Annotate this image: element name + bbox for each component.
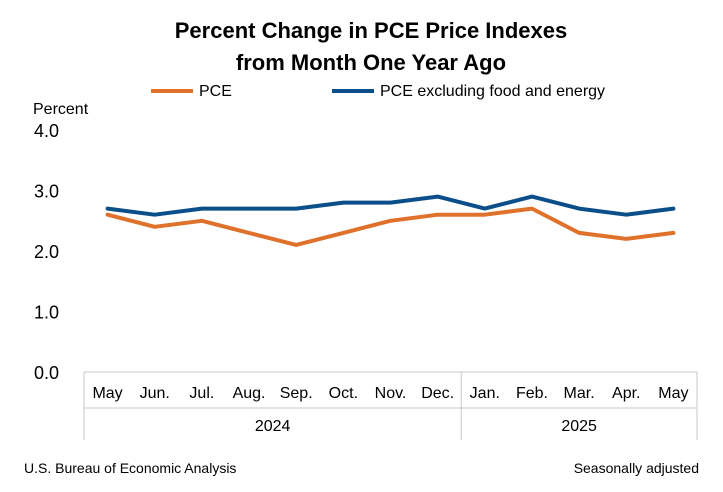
x-tick-label: Jan. [470, 385, 500, 402]
x-tick-label: Mar. [564, 385, 595, 402]
y-tick-label: 3.0 [34, 182, 59, 202]
legend-label-pce-core: PCE excluding food and energy [380, 83, 605, 100]
x-tick-label: Aug. [233, 385, 266, 402]
y-tick-label: 2.0 [34, 242, 59, 262]
chart-title-line-1: Percent Change in PCE Price Indexes [175, 18, 567, 43]
x-tick-label: Jun. [140, 385, 170, 402]
pce-chart: Percent Change in PCE Price Indexes from… [33, 18, 698, 440]
chart-title-line-2: from Month One Year Ago [236, 50, 506, 75]
legend-label-pce: PCE [199, 83, 232, 100]
source-note: U.S. Bureau of Economic Analysis [24, 460, 237, 476]
x-tick-label: Apr. [612, 385, 640, 402]
x-tick-label: Nov. [375, 385, 407, 402]
x-tick-label: Dec. [421, 385, 454, 402]
series-line-pce-core [105, 194, 676, 217]
y-axis-label: Percent [33, 101, 89, 118]
x-tick-label: Jul. [189, 385, 214, 402]
x-tick-label: Sep. [280, 385, 313, 402]
y-tick-label: 0.0 [34, 363, 59, 383]
series-line-pce [105, 206, 676, 247]
x-tick-label: May [658, 385, 688, 402]
x-tick-label: Feb. [516, 385, 548, 402]
year-label: 2024 [255, 418, 291, 435]
x-tick-label: May [92, 385, 122, 402]
seasonal-note: Seasonally adjusted [573, 460, 699, 476]
year-label: 2025 [561, 418, 597, 435]
x-tick-label: Oct. [329, 385, 358, 402]
y-tick-label: 4.0 [34, 121, 59, 141]
y-tick-label: 1.0 [34, 303, 59, 323]
